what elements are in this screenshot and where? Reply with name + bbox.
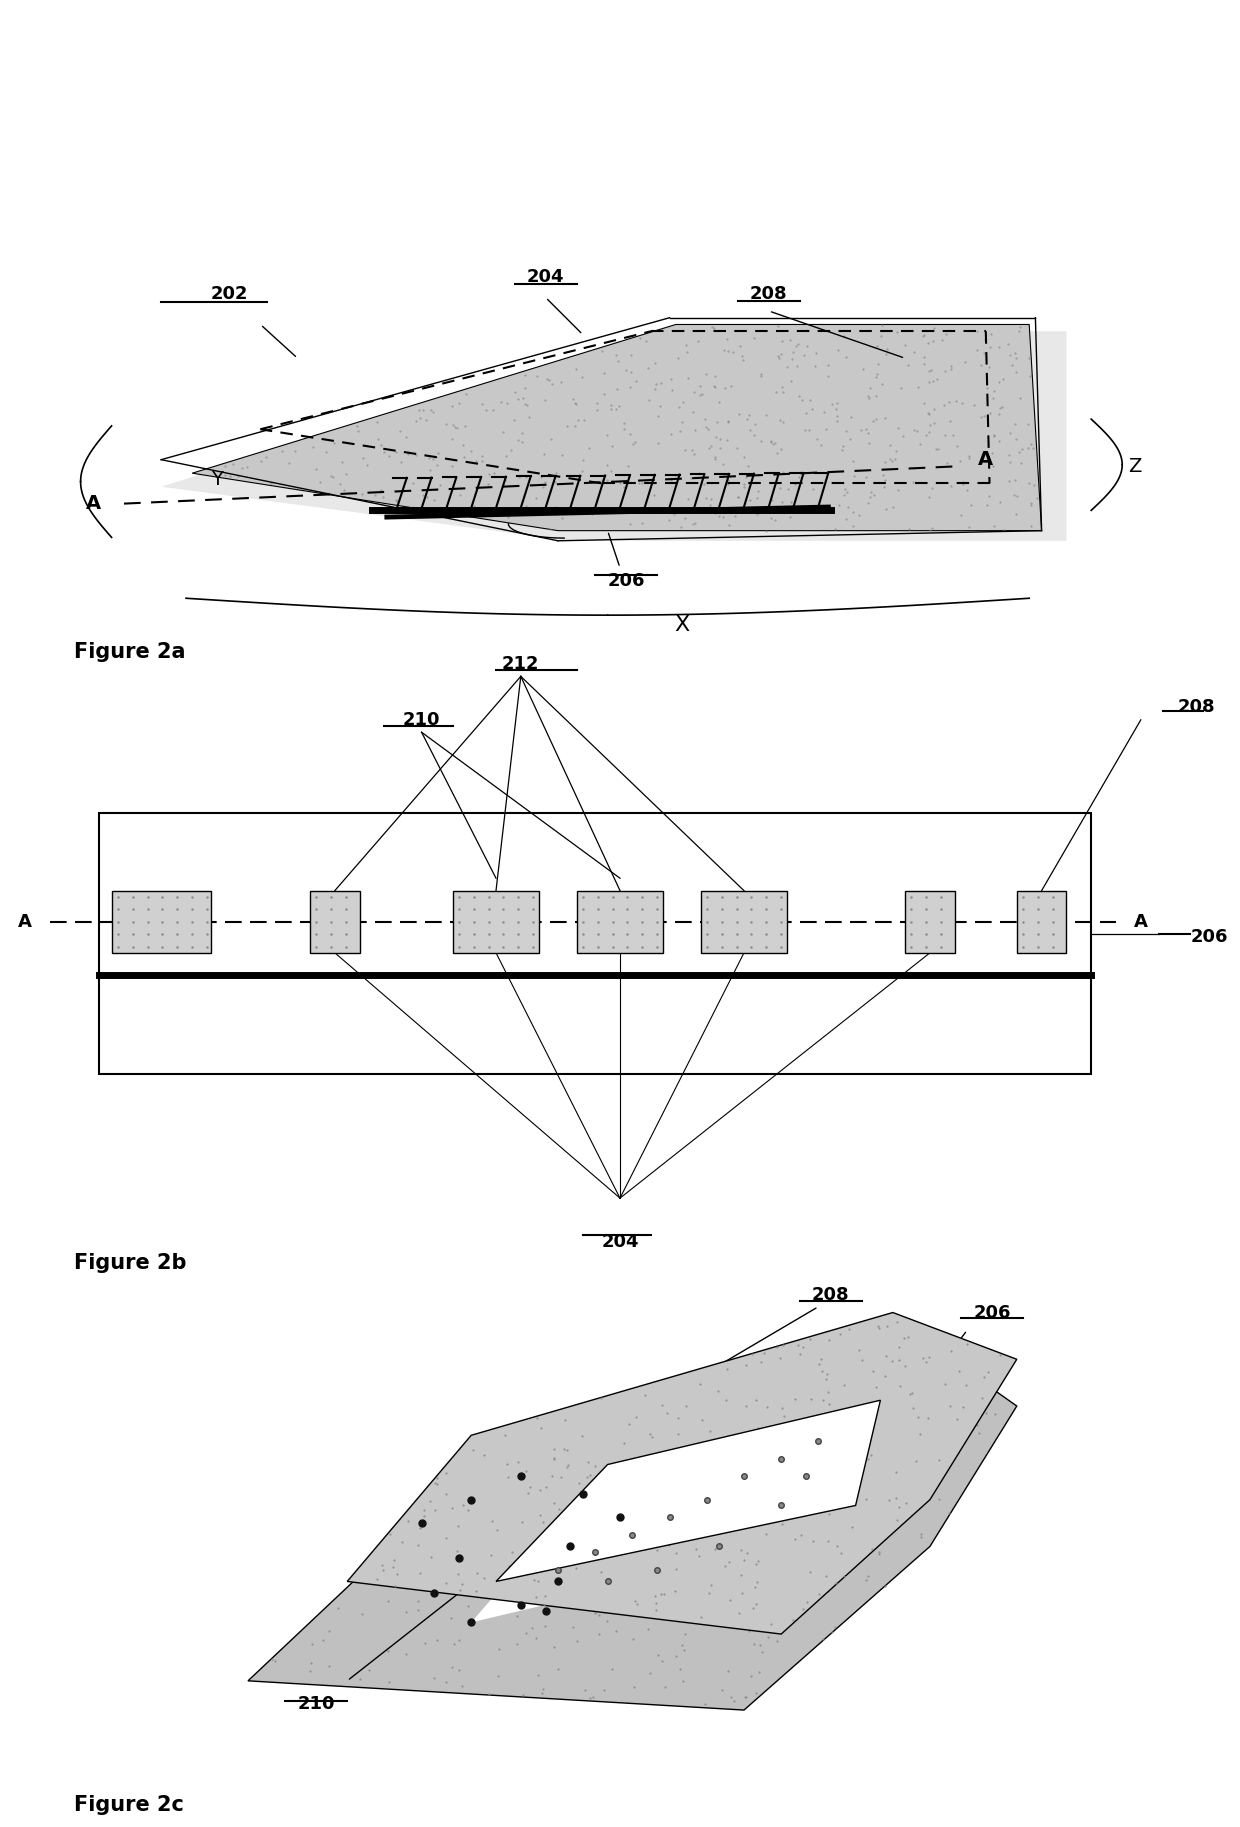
- Bar: [577, 892, 663, 954]
- Text: 206: 206: [1190, 928, 1228, 946]
- Bar: [1017, 892, 1066, 954]
- Polygon shape: [248, 1370, 1017, 1710]
- Text: A: A: [978, 449, 993, 470]
- Text: 210: 210: [298, 1695, 335, 1714]
- Text: Z: Z: [1128, 457, 1141, 475]
- Text: Figure 2c: Figure 2c: [74, 1796, 185, 1816]
- Polygon shape: [192, 325, 1042, 530]
- Text: A: A: [86, 493, 100, 513]
- Polygon shape: [496, 1399, 880, 1582]
- Text: 208: 208: [1178, 698, 1215, 716]
- Bar: [701, 892, 787, 954]
- Text: 214: 214: [893, 1427, 930, 1445]
- Bar: [99, 813, 1091, 981]
- Bar: [905, 892, 955, 954]
- Text: 210: 210: [403, 711, 440, 729]
- Text: 204: 204: [601, 1233, 639, 1251]
- Text: Y: Y: [211, 471, 223, 490]
- Text: A: A: [1133, 914, 1148, 930]
- Text: 208: 208: [812, 1286, 849, 1304]
- Bar: [99, 974, 1091, 1074]
- Text: 212: 212: [502, 654, 539, 672]
- Bar: [453, 892, 539, 954]
- Polygon shape: [347, 1312, 1017, 1633]
- Text: Figure 2a: Figure 2a: [74, 643, 186, 663]
- Polygon shape: [161, 331, 1066, 541]
- Text: 204: 204: [527, 269, 564, 287]
- Bar: [112, 892, 211, 954]
- Bar: [310, 892, 360, 954]
- Text: A: A: [17, 914, 32, 930]
- Text: 208: 208: [750, 285, 787, 303]
- Polygon shape: [471, 1418, 868, 1622]
- Text: 202: 202: [211, 285, 248, 303]
- Text: 206: 206: [608, 572, 645, 590]
- Text: X: X: [675, 616, 689, 636]
- Text: 206: 206: [973, 1303, 1011, 1321]
- Text: Figure 2b: Figure 2b: [74, 1253, 187, 1273]
